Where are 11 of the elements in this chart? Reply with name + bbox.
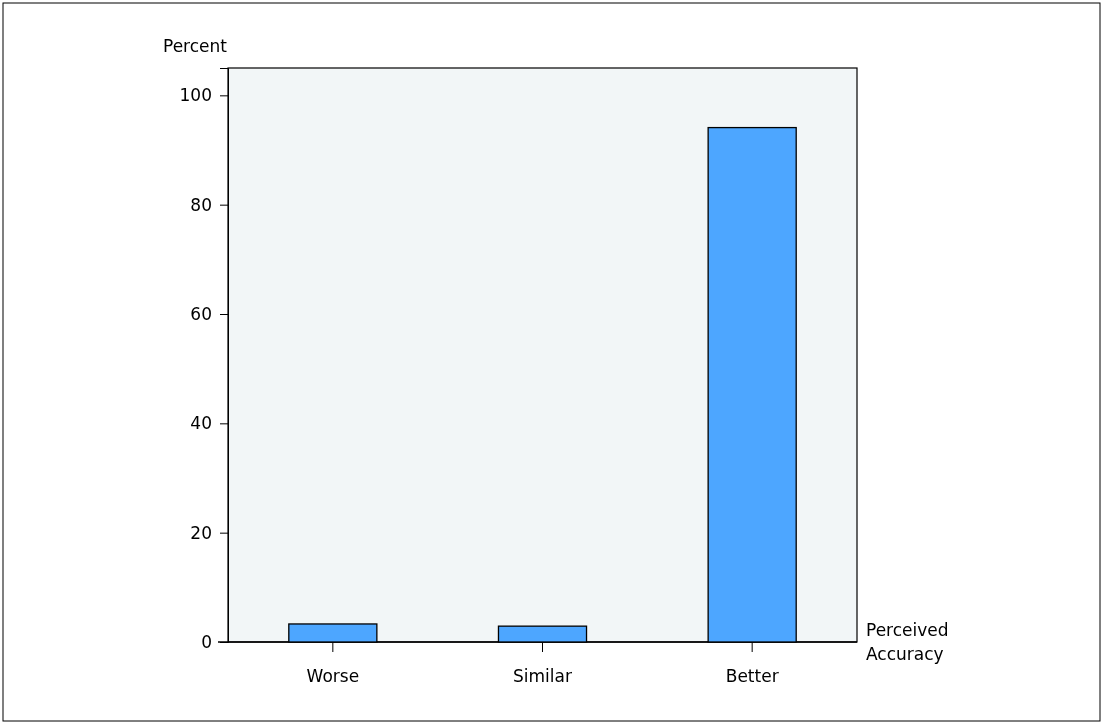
x-axis-title: Perceived Accuracy xyxy=(866,620,949,664)
y-tick-label: 60 xyxy=(190,303,212,324)
y-tick-label: 80 xyxy=(190,194,212,215)
y-tick-label: 100 xyxy=(179,85,212,106)
x-tick-label: Better xyxy=(725,666,779,687)
y-tick-label: 20 xyxy=(190,522,212,543)
x-tick-label: Similar xyxy=(513,666,572,687)
y-tick-label: 0 xyxy=(201,631,212,652)
y-tick-label: 40 xyxy=(190,413,212,434)
x-tick-label: Worse xyxy=(306,666,360,687)
y-axis-title: Percent xyxy=(163,36,228,56)
